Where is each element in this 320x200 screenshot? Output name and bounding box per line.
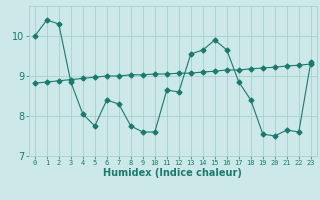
X-axis label: Humidex (Indice chaleur): Humidex (Indice chaleur) xyxy=(103,168,242,178)
